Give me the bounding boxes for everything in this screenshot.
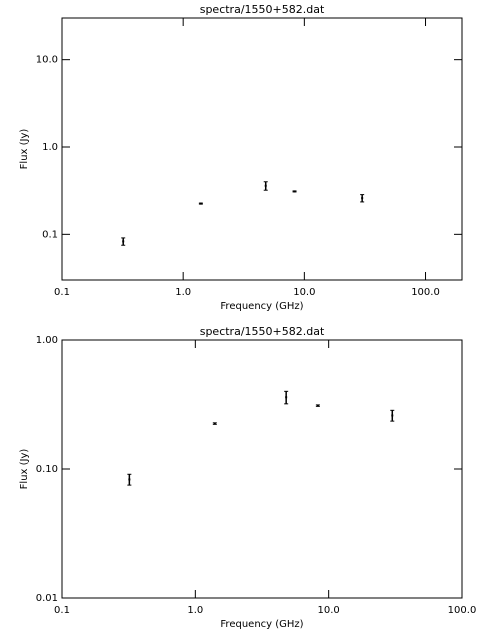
x-tick-label: 0.1 bbox=[54, 287, 70, 298]
x-tick-label: 100.0 bbox=[448, 605, 477, 616]
x-tick-label: 1.0 bbox=[175, 287, 191, 298]
x-tick-label: 100.0 bbox=[411, 287, 440, 298]
x-tick-label: 10.0 bbox=[318, 605, 340, 616]
point bbox=[264, 184, 267, 187]
x-tick-label: 10.0 bbox=[293, 287, 315, 298]
y-tick-label: 0.1 bbox=[42, 229, 58, 240]
chart-title: spectra/1550+582.dat bbox=[200, 325, 325, 338]
point bbox=[361, 197, 364, 200]
x-axis-label: Frequency (GHz) bbox=[220, 301, 303, 312]
x-tick-label: 1.0 bbox=[187, 605, 203, 616]
y-tick-label: 0.10 bbox=[36, 464, 58, 475]
point bbox=[213, 422, 216, 425]
plot-frame bbox=[61, 17, 463, 281]
point bbox=[391, 414, 394, 417]
y-tick-label: 0.01 bbox=[36, 593, 58, 604]
point bbox=[316, 404, 319, 407]
point bbox=[199, 202, 202, 205]
y-tick-label: 1.0 bbox=[42, 142, 58, 153]
y-axis-label: Flux (Jy) bbox=[19, 449, 30, 490]
y-tick-label: 10.0 bbox=[36, 55, 58, 66]
y-axis-label: Flux (Jy) bbox=[19, 129, 30, 170]
point bbox=[128, 478, 131, 481]
y-tick-label: 1.00 bbox=[36, 335, 58, 346]
x-axis-label: Frequency (GHz) bbox=[220, 619, 303, 630]
point bbox=[285, 396, 288, 399]
point bbox=[122, 240, 125, 243]
chart-title: spectra/1550+582.dat bbox=[200, 3, 325, 16]
x-tick-label: 0.1 bbox=[54, 605, 70, 616]
point bbox=[293, 190, 296, 193]
